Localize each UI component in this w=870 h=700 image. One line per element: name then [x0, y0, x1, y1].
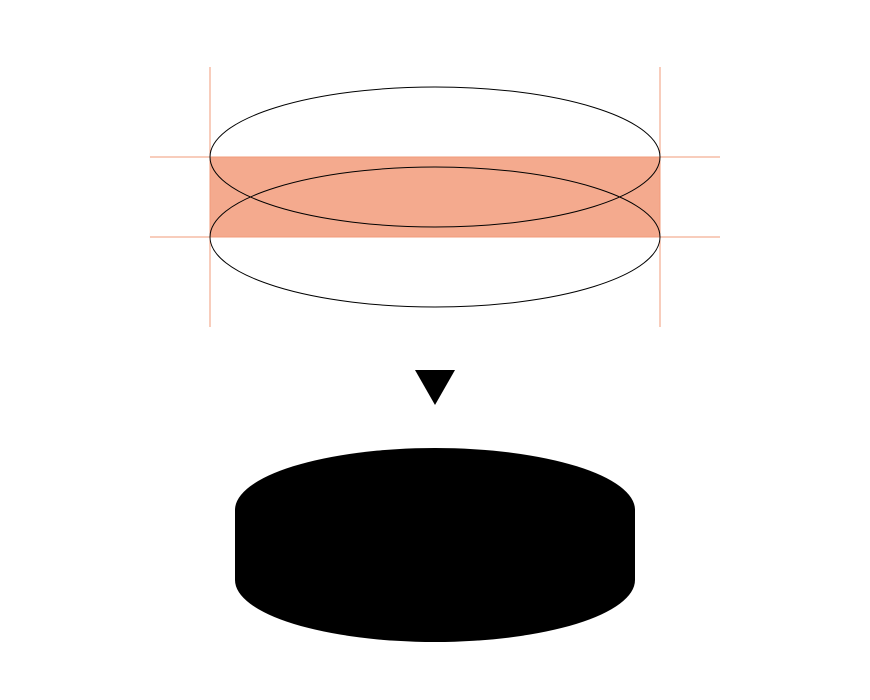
construction-figure — [150, 67, 720, 327]
intersection-rectangle — [210, 157, 660, 237]
diagram-canvas — [0, 0, 870, 700]
result-ellipse-bottom — [235, 518, 635, 642]
result-shape — [235, 448, 635, 642]
down-arrow-icon — [415, 370, 455, 405]
